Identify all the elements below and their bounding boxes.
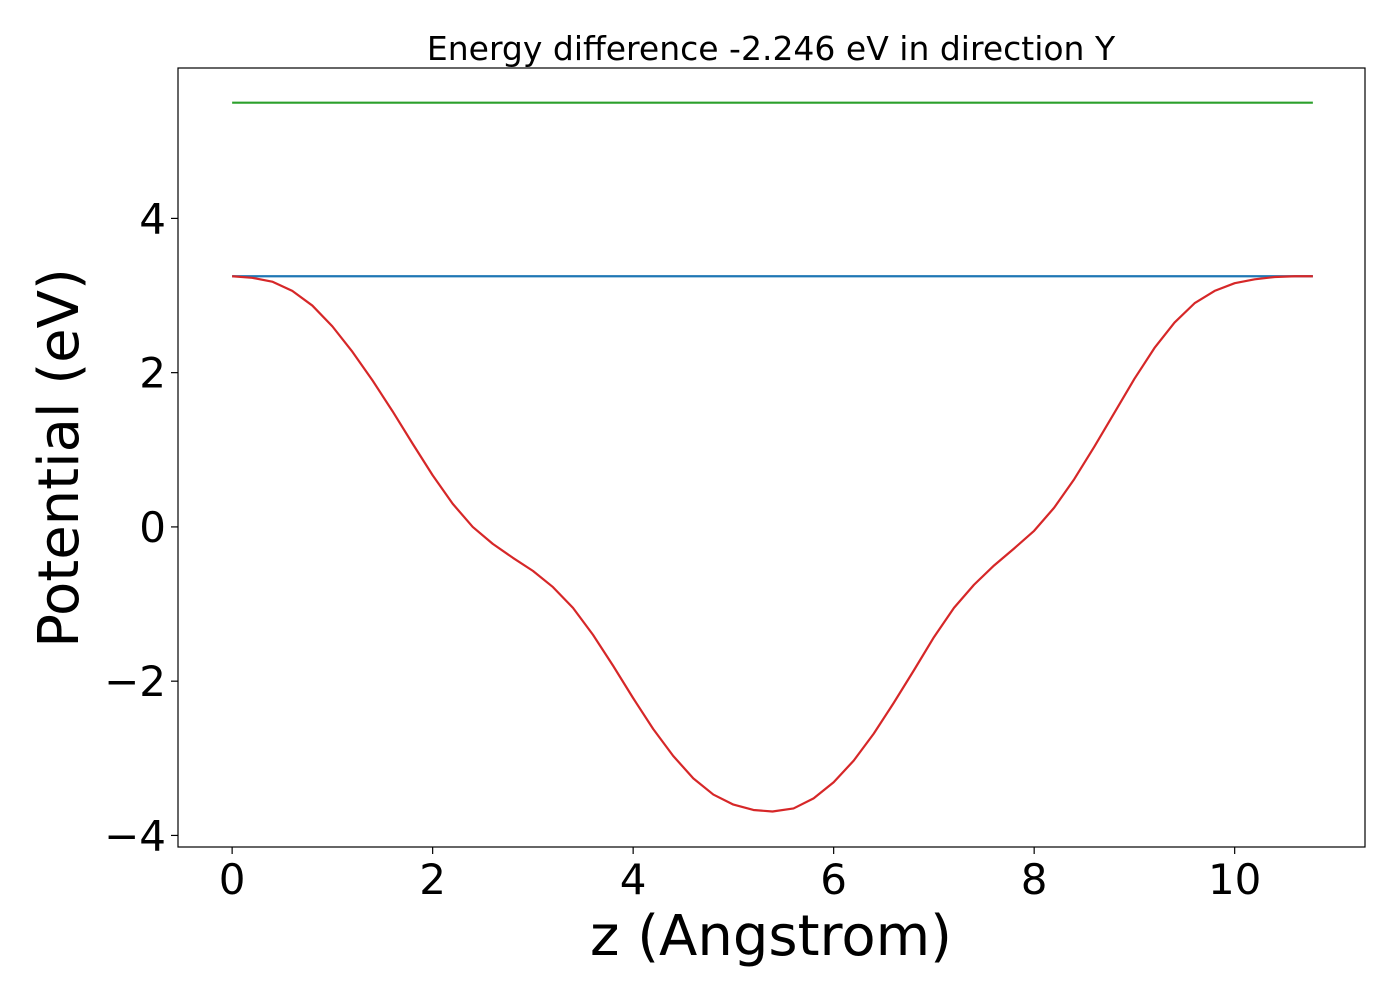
x-tick-label: 2 — [419, 855, 446, 904]
plot-frame — [177, 67, 1366, 848]
y-tick-label: −4 — [104, 811, 166, 860]
x-tick-label: 8 — [1021, 855, 1048, 904]
chart-title: Energy difference -2.246 eV in direction… — [427, 29, 1116, 68]
series-line-3 — [232, 275, 1313, 813]
x-tick-label: 10 — [1208, 855, 1261, 904]
y-axis-label: Potential (eV) — [27, 268, 92, 648]
x-axis-label: z (Angstrom) — [590, 904, 952, 969]
y-tick-label: 2 — [139, 349, 166, 398]
y-ticks: −4 −2 0 2 4 — [104, 194, 178, 860]
x-tick-label: 6 — [820, 855, 847, 904]
x-tick-label: 0 — [219, 855, 246, 904]
y-tick-label: 0 — [139, 503, 166, 552]
y-tick-label: −2 — [104, 657, 166, 706]
plot-lines — [232, 101, 1313, 813]
y-tick-label: 4 — [139, 194, 166, 243]
x-ticks: 0 2 4 6 8 10 — [219, 847, 1261, 904]
x-tick-label: 4 — [620, 855, 647, 904]
